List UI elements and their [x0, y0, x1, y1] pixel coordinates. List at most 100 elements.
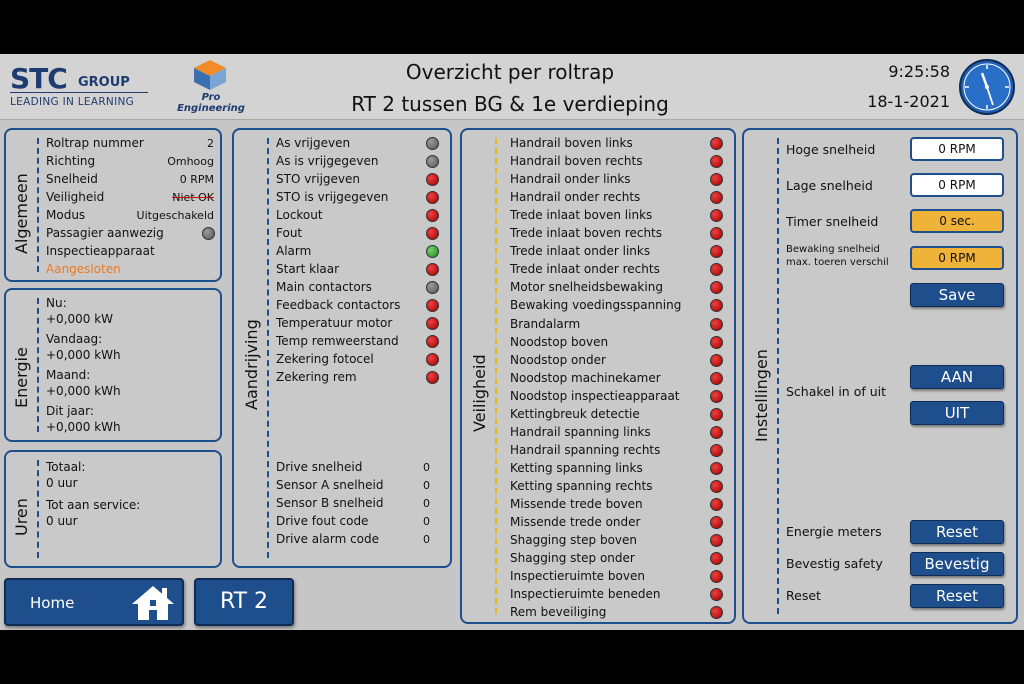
safety-signal-label: Noodstop inspectieapparaat	[510, 388, 680, 403]
algemeen-row-value: Niet OK	[172, 191, 214, 204]
drive-value-label: Sensor A snelheid	[276, 478, 384, 492]
drive-signal-indicator	[426, 353, 439, 366]
safety-signal-indicator	[710, 407, 723, 421]
drive-signal-indicator	[426, 281, 439, 294]
safety-signal-label: Noodstop machinekamer	[510, 370, 661, 385]
aan-button[interactable]: AAN	[910, 365, 1004, 389]
aandrijving-divider	[267, 138, 269, 558]
pro-engineering-logo: Pro Engineering	[176, 58, 246, 116]
reset-button[interactable]: Reset	[910, 584, 1004, 608]
hoge-snelheid-field[interactable]: 0 RPM	[910, 137, 1004, 161]
algemeen-row-label: Veiligheid	[46, 190, 105, 204]
safety-signal-label: Handrail boven links	[510, 136, 633, 150]
drive-signal-indicator	[426, 371, 439, 384]
lage-snelheid-field[interactable]: 0 RPM	[910, 173, 1004, 197]
algemeen-label: Algemeen	[12, 173, 31, 254]
algemeen-row-value: Uitgeschakeld	[136, 209, 214, 222]
safety-signal-label: Handrail spanning links	[510, 424, 651, 439]
safety-signal-label: Handrail onder links	[510, 172, 631, 187]
safety-signal-label: Missende trede onder	[510, 515, 641, 530]
safety-signal-label: Brandalarm	[510, 316, 581, 331]
energie-label: Energie	[12, 347, 31, 408]
uit-button[interactable]: UIT	[910, 401, 1004, 425]
rt2-button[interactable]: RT 2	[194, 578, 294, 626]
uren-label: Uren	[12, 498, 31, 536]
algemeen-row-value: Omhoog	[167, 155, 214, 168]
algemeen-row-label: Modus	[46, 208, 86, 222]
drive-signal-label: Temp remweerstand	[276, 334, 399, 348]
drive-signal-indicator	[426, 137, 439, 150]
uren-item-label: Tot aan service:	[46, 498, 141, 512]
drive-signal-indicator	[426, 209, 439, 222]
energie-reset-button[interactable]: Reset	[910, 520, 1004, 544]
drive-signal-label: As vrijgeven	[276, 136, 351, 150]
safety-signal-indicator	[710, 552, 723, 566]
drive-signal-label: Feedback contactors	[276, 298, 401, 312]
safety-signal-label: Trede inlaat onder links	[510, 244, 651, 259]
safety-signal-indicator	[710, 227, 723, 241]
bevestig-safety-button[interactable]: Bevestig	[910, 552, 1004, 576]
clock-icon	[959, 59, 1015, 115]
logo-divider	[10, 92, 148, 93]
timer-snelheid-field[interactable]: 0 sec.	[910, 209, 1004, 233]
uren-item-value: 0 uur	[46, 476, 78, 490]
page-title: Overzicht per roltrap	[405, 60, 615, 84]
safety-signal-label: Kettingbreuk detectie	[510, 406, 640, 421]
safety-signal-indicator	[710, 534, 723, 548]
lage-snelheid-label: Lage snelheid	[786, 178, 873, 193]
drive-signal-label: Zekering rem	[276, 370, 357, 384]
partner-name: Pro Engineering	[177, 92, 245, 114]
algemeen-row-label: Snelheid	[46, 172, 98, 186]
drive-signal-indicator	[426, 245, 439, 258]
bewaking-field[interactable]: 0 RPM	[910, 246, 1004, 270]
schakel-label: Schakel in of uit	[786, 384, 887, 399]
drive-signal-label: Fout	[276, 226, 303, 240]
safety-signal-label: Noodstop onder	[510, 352, 606, 367]
safety-signal-indicator	[710, 606, 723, 620]
safety-signal-indicator	[710, 443, 723, 457]
safety-signal-indicator	[710, 353, 723, 367]
bewaking-label-1: Bewaking snelheid	[786, 244, 880, 255]
safety-signal-label: Shagging step boven	[510, 533, 638, 548]
safety-signal-indicator	[710, 570, 723, 584]
safety-signal-indicator	[710, 516, 723, 530]
drive-signal-indicator	[426, 155, 439, 168]
veiligheid-label: Veiligheid	[470, 354, 489, 432]
energie-item-value: +0,000 kWh	[46, 348, 121, 362]
instellingen-panel: Instellingen Hoge snelheid 0 RPM Lage sn…	[742, 128, 1018, 624]
header-bar: STC GROUP LEADING IN LEARNING Pro Engine…	[0, 54, 1024, 120]
safety-signal-indicator	[710, 173, 723, 187]
drive-signal-indicator	[426, 299, 439, 312]
aandrijving-panel: Aandrijving As vrijgeven As is vrijgegeve…	[232, 128, 452, 568]
reset-label: Reset	[786, 588, 821, 603]
drive-signal-label: Temperatuur motor	[276, 316, 393, 330]
safety-signal-label: Ketting spanning rechts	[510, 478, 653, 493]
veiligheid-divider	[495, 138, 497, 614]
drive-value: 0	[423, 461, 430, 474]
drive-value-label: Sensor B snelheid	[276, 496, 384, 510]
safety-signal-label: Bewaking voedingsspanning	[510, 298, 682, 313]
safety-signal-indicator	[710, 498, 723, 511]
home-icon	[132, 586, 174, 620]
drive-value-label: Drive alarm code	[276, 532, 380, 546]
safety-signal-label: Inspectieruimte beneden	[510, 587, 661, 602]
drive-signal-label: As is vrijgegeven	[276, 154, 379, 168]
drive-signal-indicator	[426, 191, 439, 204]
clock-date: 18-1-2021	[867, 92, 950, 111]
passagier-indicator	[202, 227, 215, 240]
safety-signal-indicator	[710, 389, 723, 403]
drive-signal-indicator	[426, 317, 439, 330]
drive-signal-indicator	[426, 173, 439, 186]
safety-signal-label: Rem beveiliging	[510, 605, 607, 620]
safety-signal-label: Inspectieruimte boven	[510, 569, 645, 584]
save-button[interactable]: Save	[910, 283, 1004, 307]
safety-signal-indicator	[710, 479, 723, 493]
safety-signal-indicator	[710, 155, 723, 169]
safety-signal-indicator	[710, 588, 723, 602]
drive-signal-label: STO is vrijgegeven	[276, 190, 389, 204]
home-button[interactable]: Home	[4, 578, 184, 626]
drive-value-label: Drive fout code	[276, 514, 369, 528]
brand-name: STC	[10, 62, 68, 95]
brand-tagline: LEADING IN LEARNING	[10, 96, 135, 108]
safety-signal-label: Motor snelheidsbewaking	[510, 280, 663, 295]
